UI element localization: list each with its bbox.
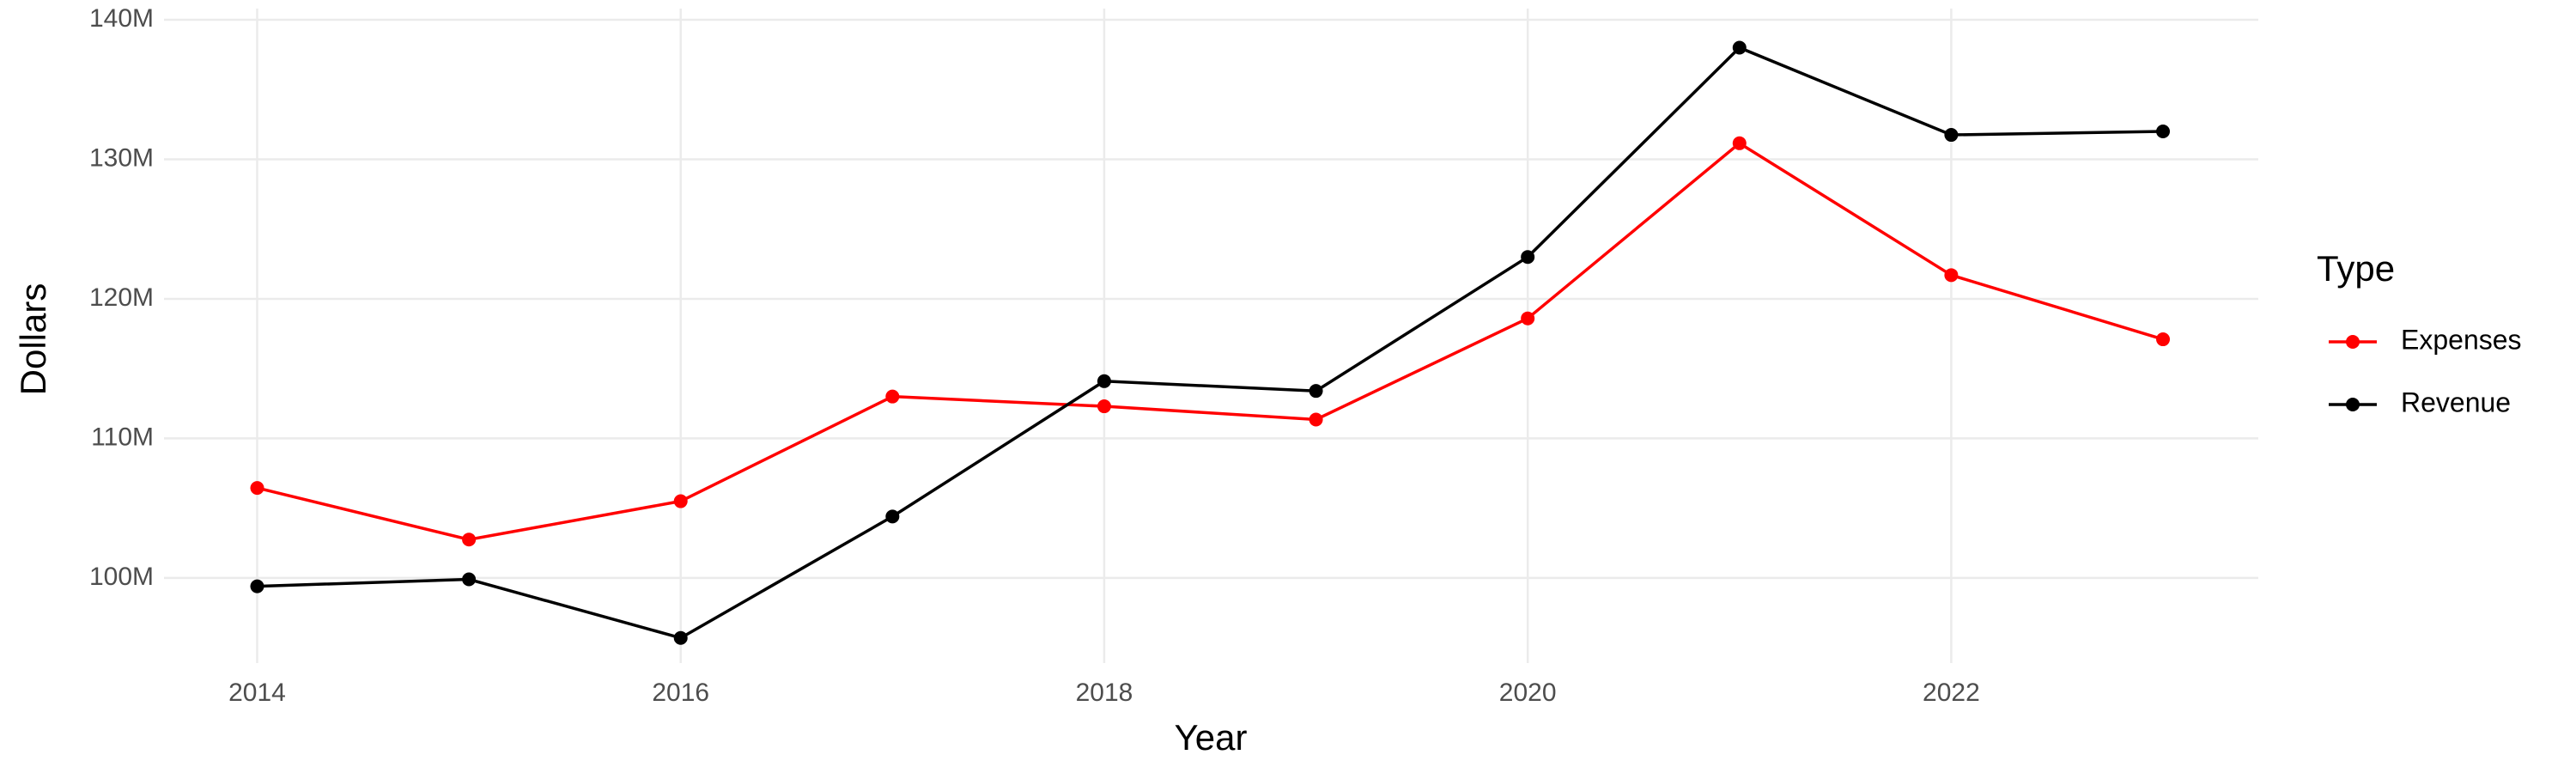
x-tick-label: 2020 [1499, 679, 1557, 707]
data-point [1732, 40, 1747, 55]
x-tick-label: 2014 [228, 679, 286, 707]
y-tick-label: 100M [89, 563, 154, 591]
legend-title: Type [2317, 248, 2395, 289]
data-point [1521, 311, 1535, 326]
data-point [2156, 124, 2171, 138]
legend-label: Expenses [2401, 324, 2522, 355]
data-point [885, 509, 900, 524]
data-point [2156, 332, 2171, 347]
data-point [1309, 384, 1323, 399]
data-point [462, 572, 477, 587]
data-point [1732, 136, 1747, 150]
data-point [1944, 128, 1959, 143]
data-point [1521, 250, 1535, 265]
data-point [673, 630, 688, 645]
x-axis-title: Year [1175, 717, 1248, 758]
data-point [250, 579, 264, 593]
y-tick-label: 110M [91, 423, 154, 451]
data-point [885, 389, 900, 404]
data-point [1309, 412, 1323, 427]
x-tick-label: 2016 [652, 679, 709, 707]
x-tick-label: 2022 [1923, 679, 1980, 707]
series-line [257, 46, 2164, 640]
data-point [1097, 374, 1111, 388]
data-point [673, 494, 688, 508]
x-tick-label: 2018 [1076, 679, 1133, 707]
legend-point [2346, 398, 2360, 411]
y-tick-label: 130M [89, 143, 154, 172]
data-point [1944, 268, 1959, 283]
y-axis-title: Dollars [13, 283, 53, 396]
data-point [250, 481, 264, 496]
series-line [257, 141, 2164, 541]
data-point [462, 533, 477, 547]
legend-label: Revenue [2401, 386, 2511, 417]
y-tick-label: 120M [89, 283, 154, 312]
data-point [1097, 399, 1111, 414]
legend-point [2346, 335, 2360, 349]
y-tick-label: 140M [89, 4, 154, 33]
